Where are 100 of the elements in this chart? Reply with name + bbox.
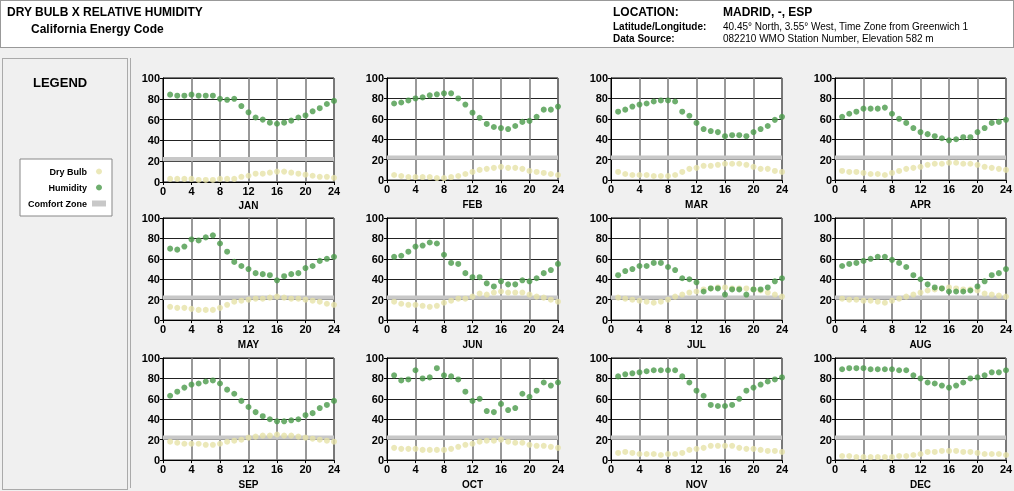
y-tick-label: 40 bbox=[595, 133, 608, 146]
x-tick-label: 8 bbox=[664, 182, 672, 195]
x-tick-label: 16 bbox=[718, 182, 732, 195]
text: DRY BULB X RELATIVE HUMIDITY bbox=[7, 5, 203, 19]
y-tick-label: 0 bbox=[601, 314, 608, 327]
x-tick-label: 20 bbox=[971, 322, 984, 335]
y-tick-label: 80 bbox=[147, 92, 160, 105]
x-tick-label: 4 bbox=[860, 182, 868, 195]
x-tick-label: 16 bbox=[942, 322, 956, 335]
y-tick-label: 60 bbox=[819, 112, 832, 125]
y-tick-label: 40 bbox=[819, 413, 832, 426]
y-tick-label: 0 bbox=[601, 454, 608, 467]
y-tick-label: 20 bbox=[371, 433, 384, 446]
x-tick-label: 20 bbox=[523, 182, 536, 195]
x-tick-label: 8 bbox=[440, 462, 448, 475]
y-tick-label: 100 bbox=[589, 72, 608, 84]
y-tick-label: 20 bbox=[819, 153, 832, 166]
x-tick-label: 16 bbox=[494, 182, 508, 195]
x-tick-label: 20 bbox=[747, 462, 760, 475]
x-tick-label: 24 bbox=[551, 462, 565, 475]
y-tick-label: 60 bbox=[595, 392, 608, 405]
x-tick-label: 24 bbox=[999, 322, 1013, 335]
text: 40.45° North, 3.55° West, Time Zone from Greenwich 1 bbox=[723, 21, 969, 32]
x-axis-title: MAR bbox=[685, 198, 709, 210]
x-tick-label: 16 bbox=[270, 322, 284, 335]
x-axis-title: JUL bbox=[687, 338, 706, 350]
y-tick-label: 60 bbox=[595, 252, 608, 265]
y-tick-label: 20 bbox=[147, 433, 160, 446]
x-tick-label: 20 bbox=[299, 322, 312, 335]
x-tick-label: 8 bbox=[664, 462, 672, 475]
x-tick-label: 8 bbox=[888, 182, 896, 195]
y-tick-label: 100 bbox=[141, 72, 160, 84]
x-tick-label: 8 bbox=[888, 462, 896, 475]
text: MADRID, -, ESP bbox=[723, 5, 813, 19]
y-tick-label: 80 bbox=[595, 232, 608, 245]
y-tick-label: 60 bbox=[147, 113, 160, 126]
x-tick-label: 12 bbox=[242, 462, 255, 475]
x-tick-label: 12 bbox=[690, 322, 703, 335]
x-axis-title: OCT bbox=[461, 478, 484, 490]
y-tick-label: 20 bbox=[819, 433, 832, 446]
x-tick-label: 16 bbox=[270, 184, 284, 197]
y-tick-label: 40 bbox=[371, 133, 384, 146]
y-tick-label: 80 bbox=[147, 372, 160, 385]
y-tick-label: 40 bbox=[147, 273, 160, 286]
y-tick-label: 100 bbox=[365, 72, 384, 84]
x-axis-title: DEC bbox=[909, 478, 932, 490]
x-tick-label: 4 bbox=[188, 462, 196, 475]
x-tick-label: 24 bbox=[327, 184, 341, 197]
y-tick-label: 40 bbox=[371, 413, 384, 426]
y-tick-label: 40 bbox=[595, 273, 608, 286]
x-tick-label: 4 bbox=[636, 322, 644, 335]
x-tick-label: 8 bbox=[216, 184, 224, 197]
x-tick-label: 12 bbox=[914, 322, 927, 335]
x-tick-label: 20 bbox=[299, 184, 312, 197]
y-tick-label: 80 bbox=[819, 372, 832, 385]
y-tick-label: 80 bbox=[371, 232, 384, 245]
x-tick-label: 8 bbox=[440, 322, 448, 335]
y-tick-label: 20 bbox=[595, 153, 608, 166]
x-tick-label: 24 bbox=[775, 182, 789, 195]
y-tick-label: 0 bbox=[377, 454, 384, 467]
x-tick-label: 12 bbox=[466, 322, 479, 335]
y-tick-label: 80 bbox=[595, 92, 608, 105]
y-tick-label: 60 bbox=[819, 392, 832, 405]
y-tick-label: 40 bbox=[819, 133, 832, 146]
x-tick-label: 24 bbox=[775, 322, 789, 335]
x-axis-title: MAY bbox=[237, 338, 260, 350]
y-tick-label: 0 bbox=[377, 314, 384, 327]
legend-title: LEGEND bbox=[33, 75, 88, 90]
x-axis-title: JUN bbox=[462, 338, 483, 350]
x-tick-label: 12 bbox=[690, 182, 703, 195]
y-tick-label: 100 bbox=[141, 352, 160, 364]
x-tick-label: 4 bbox=[188, 322, 196, 335]
x-tick-label: 20 bbox=[523, 322, 536, 335]
y-tick-label: 100 bbox=[813, 352, 832, 364]
x-tick-label: 20 bbox=[299, 462, 312, 475]
x-tick-label: 4 bbox=[860, 322, 868, 335]
x-axis-title: SEP bbox=[238, 478, 259, 490]
x-tick-label: 8 bbox=[664, 322, 672, 335]
y-tick-label: 80 bbox=[371, 92, 384, 105]
y-tick-label: 0 bbox=[825, 454, 832, 467]
x-tick-label: 24 bbox=[327, 462, 341, 475]
y-tick-label: 0 bbox=[601, 174, 608, 187]
y-tick-label: 40 bbox=[595, 413, 608, 426]
x-axis-title: AUG bbox=[909, 338, 932, 350]
x-tick-label: 4 bbox=[188, 184, 196, 197]
text: LOCATION: bbox=[613, 5, 679, 19]
x-tick-label: 12 bbox=[242, 184, 255, 197]
y-tick-label: 40 bbox=[819, 273, 832, 286]
y-tick-label: 80 bbox=[819, 232, 832, 245]
y-tick-label: 20 bbox=[371, 293, 384, 306]
y-tick-label: 60 bbox=[371, 112, 384, 125]
x-axis-title: NOV bbox=[685, 478, 708, 490]
y-tick-label: 100 bbox=[813, 72, 832, 84]
text: California Energy Code bbox=[31, 22, 164, 36]
x-tick-label: 8 bbox=[888, 322, 896, 335]
x-tick-label: 16 bbox=[718, 462, 732, 475]
x-tick-label: 8 bbox=[216, 462, 224, 475]
y-tick-label: 0 bbox=[825, 174, 832, 187]
x-tick-label: 16 bbox=[942, 462, 956, 475]
x-tick-label: 20 bbox=[971, 462, 984, 475]
